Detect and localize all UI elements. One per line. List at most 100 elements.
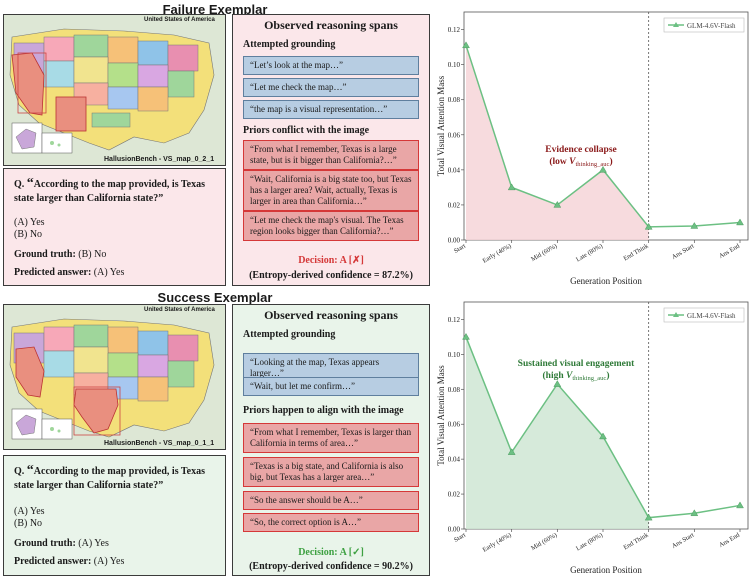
chart-annotation-metric: (high Vthinking_auc) — [543, 370, 610, 382]
x-tick-label: End Think — [622, 242, 650, 262]
y-tick-label: 0.06 — [448, 421, 461, 429]
shaded-area — [466, 45, 649, 241]
success-prior-span: “From what I remember, Texas is larger t… — [243, 423, 419, 453]
failure-map-image: United States of America HallusionBench … — [3, 14, 226, 166]
success-priors-heading: Priors happen to align with the image — [243, 405, 404, 416]
y-tick-label: 0.04 — [448, 456, 461, 464]
success-decision: Decision: A [✓] — [298, 547, 364, 558]
success-reasoning-panel: Observed reasoning spans Attempted groun… — [232, 304, 430, 576]
y-tick-label: 0.10 — [448, 351, 461, 359]
failure-ground-truth: Ground truth: (B) No — [14, 249, 107, 260]
failure-reasoning-title: Observed reasoning spans — [264, 18, 398, 32]
data-point — [736, 218, 744, 226]
y-tick-label: 0.00 — [448, 526, 461, 534]
x-tick-label: Late (80%) — [575, 243, 604, 264]
success-section-title: Success Exemplar — [157, 290, 273, 305]
failure-predicted-answer: Predicted answer: (A) Yes — [14, 267, 125, 278]
failure-grounding-span: “Let’s look at the map…” — [243, 56, 419, 75]
quote-mark: “ — [26, 176, 34, 191]
legend-marker — [673, 22, 679, 27]
y-tick-label: 0.12 — [448, 26, 461, 34]
failure-prior-span: “From what I remember, Texas is a large … — [243, 140, 419, 170]
success-ground-truth: Ground truth: (A) Yes — [14, 538, 109, 549]
y-tick-label: 0.08 — [448, 96, 461, 104]
failure-prior-span: “Wait, California is a big state too, bu… — [243, 170, 419, 211]
failure-question-panel: Q. “According to the map provided, is Te… — [3, 168, 226, 286]
data-point — [690, 509, 699, 516]
success-option-b: (B) No — [14, 518, 43, 529]
chart-annotation-title: Sustained visual engagement — [518, 359, 635, 369]
success-map-image: United States of America HallusionBench … — [3, 304, 226, 450]
failure-decision: Decision: A [✗] — [298, 255, 364, 266]
data-point — [553, 380, 562, 387]
data-point — [690, 222, 699, 229]
y-tick-label: 0.12 — [448, 316, 461, 324]
question-prefix: Q. — [14, 179, 25, 190]
y-tick-label: 0.00 — [448, 237, 461, 245]
legend-marker — [673, 312, 679, 317]
x-tick-label: Ans End — [718, 531, 742, 549]
x-tick-label: Ans Start — [671, 243, 696, 261]
x-axis-label: Generation Position — [570, 276, 642, 286]
legend-box — [663, 307, 745, 323]
success-question-panel: Q. “According to the map provided, is Te… — [3, 455, 226, 576]
x-tick-label: Mid (60%) — [530, 243, 558, 263]
success-map-header: United States of America — [144, 307, 215, 313]
failure-section-title: Failure Exemplar — [162, 2, 268, 17]
success-confidence: (Entropy-derived confidence = 90.2%) — [249, 561, 413, 572]
failure-grounding-span: “the map is a visual representation…” — [243, 100, 419, 119]
question-prefix: Q. — [14, 466, 25, 477]
success-prior-span: “Texas is a big state, and California is… — [243, 457, 419, 487]
y-tick-label: 0.10 — [448, 61, 461, 69]
x-tick-label: Early (40%) — [481, 243, 512, 265]
x-axis-label: Generation Position — [570, 565, 642, 575]
legend-box — [663, 17, 745, 33]
question-body: According to the map provided, is Texas … — [14, 179, 206, 204]
success-option-a: (A) Yes — [14, 506, 45, 517]
failure-question-text: Q. “According to the map provided, is Te… — [14, 177, 226, 206]
data-point — [644, 222, 653, 230]
success-map-caption: HallusionBench - VS_map_0_1_1 — [104, 440, 215, 447]
failure-map-caption: HallusionBench - VS_map_0_2_1 — [104, 156, 215, 163]
data-point — [736, 501, 744, 509]
x-tick-label: Early (40%) — [481, 532, 512, 554]
failure-confidence: (Entropy-derived confidence = 87.2%) — [249, 270, 413, 281]
success-predicted-answer: Predicted answer: (A) Yes — [14, 556, 125, 567]
data-point — [462, 41, 470, 49]
quote-mark: “ — [26, 463, 34, 478]
data-point — [462, 333, 470, 340]
success-grounding-span: “Wait, but let me confirm…” — [243, 377, 419, 396]
data-point — [599, 165, 607, 173]
failure-grounding-span: “Let me check the map…” — [243, 78, 419, 97]
y-tick-label: 0.04 — [448, 166, 461, 174]
y-tick-label: 0.02 — [448, 201, 461, 209]
success-prior-span: “So, the correct option is A…” — [243, 513, 419, 532]
success-grounding-heading: Attempted grounding — [243, 329, 336, 340]
x-tick-label: End Think — [622, 531, 650, 551]
x-tick-label: Late (80%) — [575, 532, 604, 553]
data-point — [507, 448, 516, 455]
data-point — [553, 201, 562, 208]
y-axis-label: Total Visual Attention Mass — [436, 75, 446, 176]
y-tick-label: 0.06 — [448, 131, 461, 139]
failure-grounding-heading: Attempted grounding — [243, 39, 336, 50]
failure-priors-heading: Priors conflict with the image — [243, 125, 370, 136]
success-question-text: Q. “According to the map provided, is Te… — [14, 464, 226, 493]
failure-option-a: (A) Yes — [14, 217, 45, 228]
data-point — [599, 432, 607, 440]
y-tick-label: 0.08 — [448, 386, 461, 394]
question-body: According to the map provided, is Texas … — [14, 466, 206, 491]
failure-reasoning-panel: Observed reasoning spans Attempted groun… — [232, 14, 430, 286]
legend-label: GLM-4.6V-Flash — [687, 312, 736, 320]
legend-label: GLM-4.6V-Flash — [687, 22, 736, 30]
data-point — [644, 513, 653, 521]
y-axis-label: Total Visual Attention Mass — [436, 365, 446, 466]
x-tick-label: Mid (60%) — [530, 532, 558, 552]
x-tick-label: Ans End — [718, 242, 742, 260]
success-reasoning-title: Observed reasoning spans — [264, 308, 398, 322]
chart-annotation-title: Evidence collapse — [545, 145, 617, 155]
shaded-area — [466, 336, 649, 529]
failure-option-b: (B) No — [14, 229, 43, 240]
y-tick-label: 0.02 — [448, 491, 461, 499]
